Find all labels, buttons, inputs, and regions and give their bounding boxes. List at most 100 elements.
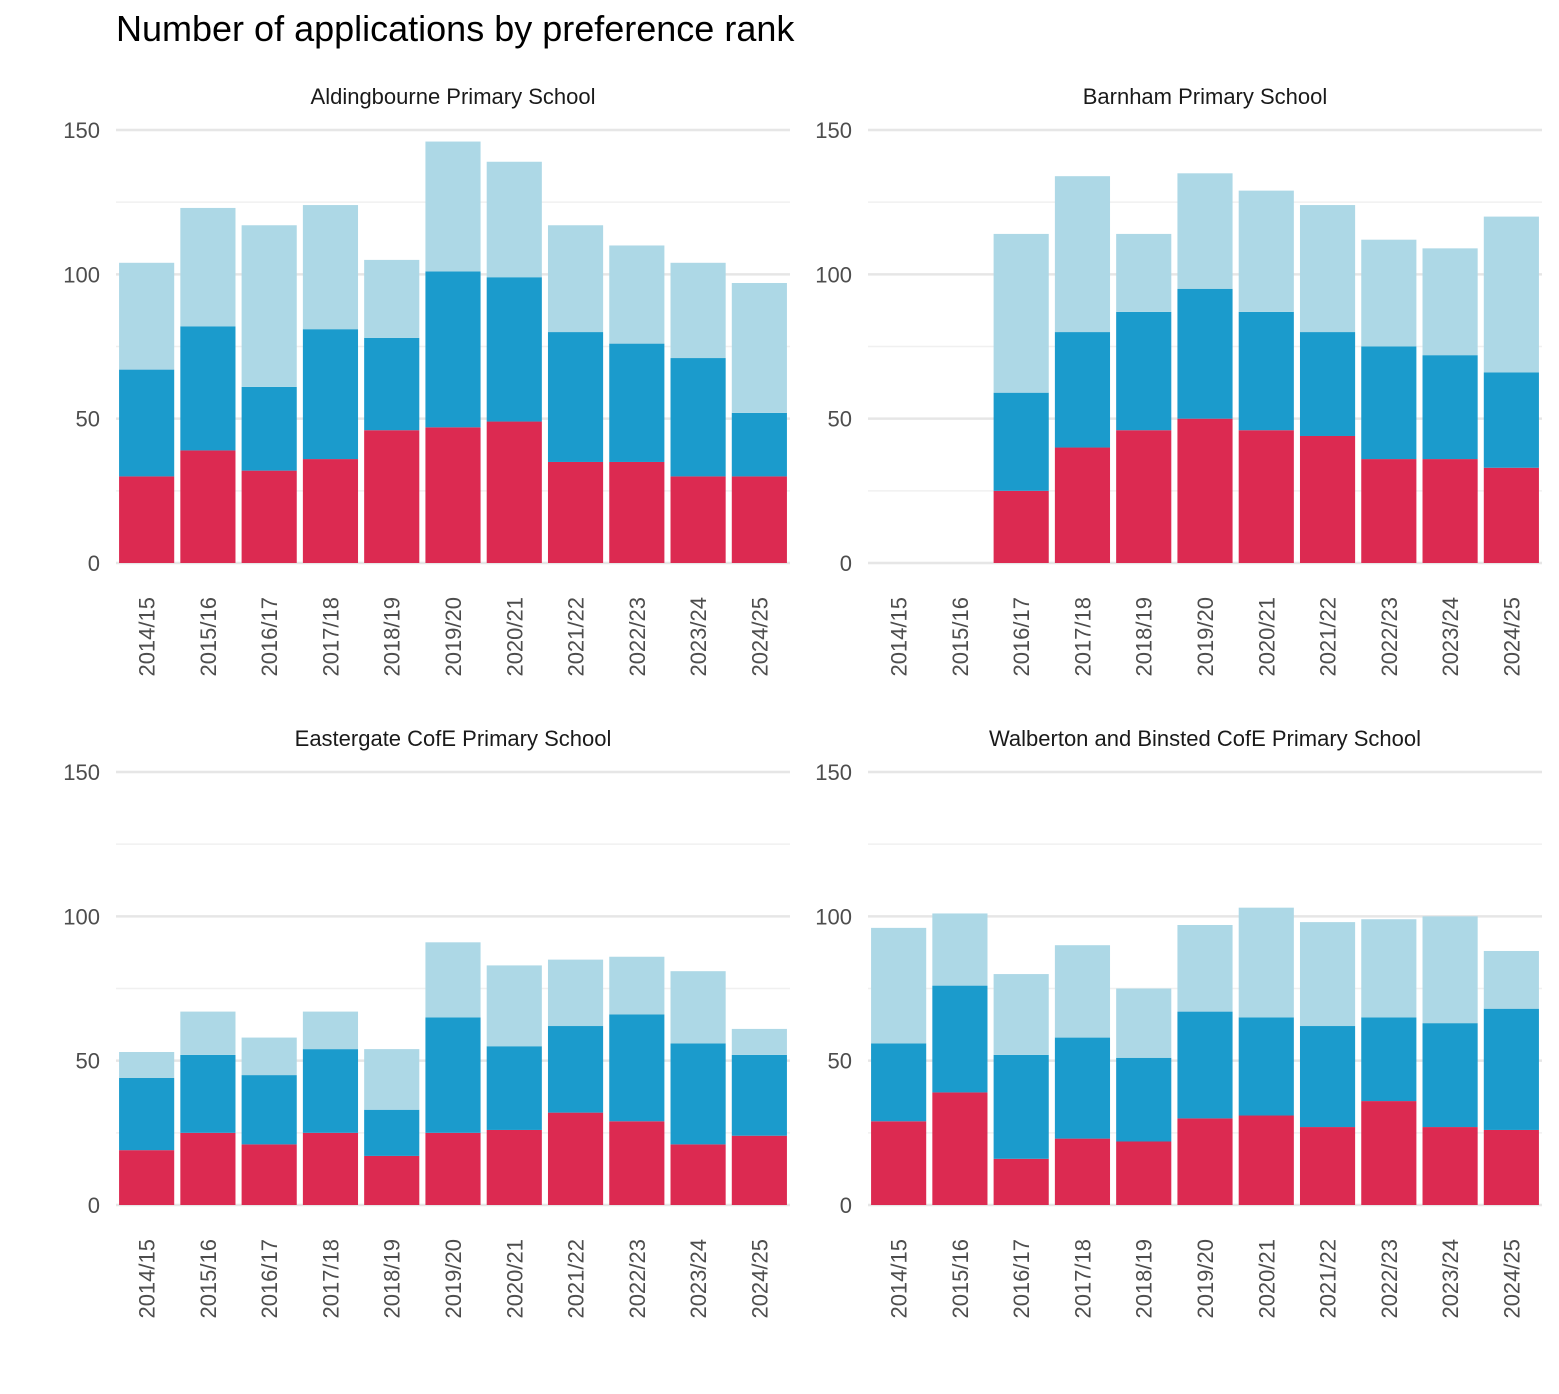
x-tick-label: 2022/23 xyxy=(1377,1239,1402,1319)
bar-segment-third xyxy=(119,262,175,370)
x-tick-label: 2017/18 xyxy=(1070,1239,1095,1319)
bar-segment-third xyxy=(871,927,927,1044)
bar-segment-second xyxy=(180,1054,236,1133)
x-tick-label: 2024/25 xyxy=(747,1239,772,1319)
bar-segment-first xyxy=(1238,1115,1294,1205)
bar-segment-first xyxy=(1299,1127,1356,1205)
bar-segment-second xyxy=(1054,1037,1111,1139)
bar-segment-first xyxy=(119,476,175,563)
bar-segment-second xyxy=(1116,1057,1172,1142)
x-tick-label: 2017/18 xyxy=(1070,597,1095,677)
x-tick-label: 2019/20 xyxy=(1193,597,1218,677)
bar-segment-first xyxy=(364,430,420,563)
facet-panel: 0 50 100 150 Walberton and Binsted CofE Prim… xyxy=(815,726,1542,1319)
bar-segment-third xyxy=(180,1011,236,1055)
bar-segment-second xyxy=(993,392,1049,491)
y-tick-label: 150 xyxy=(63,760,100,785)
bar-segment-second xyxy=(1422,355,1478,460)
y-tick-label: 0 xyxy=(840,1193,852,1218)
x-tick-label: 2022/23 xyxy=(1377,597,1402,677)
bar-segment-first xyxy=(302,459,359,563)
bar-segment-second xyxy=(364,1109,420,1156)
bar-segment-first xyxy=(1116,430,1172,563)
bar-segment-first xyxy=(486,1129,542,1205)
facet-panel: 0 50 100 150 Aldingbourne Primary School 2014… xyxy=(63,84,790,677)
bar-segment-first xyxy=(670,476,726,563)
x-tick-label: 2015/16 xyxy=(196,1239,221,1319)
bar-segment-first xyxy=(425,427,481,563)
x-tick-label: 2023/24 xyxy=(686,1239,711,1319)
chart-title: Number of applications by preference ran… xyxy=(116,8,795,49)
bar-segment-first xyxy=(609,1121,665,1205)
bar-segment-third xyxy=(609,245,665,344)
bar-segment-third xyxy=(932,913,988,986)
bar-segment-third xyxy=(302,205,359,330)
bar-segment-second xyxy=(241,386,297,471)
x-tick-label: 2016/17 xyxy=(1009,1239,1034,1319)
bar-segment-first xyxy=(1422,1127,1478,1205)
bar-segment-third xyxy=(486,161,542,278)
bar-segment-third xyxy=(547,959,604,1027)
bar-segment-second xyxy=(241,1075,297,1145)
bar-segment-second xyxy=(364,337,420,431)
bar-segment-third xyxy=(993,233,1049,393)
bar-segment-third xyxy=(180,207,236,327)
y-tick-label: 150 xyxy=(815,760,852,785)
bar-segment-third xyxy=(1361,239,1417,347)
bar-segment-first xyxy=(1054,447,1111,563)
bar-segment-second xyxy=(302,1049,359,1133)
bar-segment-second xyxy=(1422,1023,1478,1128)
bar-segment-first xyxy=(1177,1118,1233,1205)
bar-segment-first xyxy=(1361,459,1417,563)
bar-segment-third xyxy=(1177,173,1233,289)
x-tick-label: 2019/20 xyxy=(441,597,466,677)
bar-segment-first xyxy=(425,1132,481,1205)
bar-segment-second xyxy=(670,1043,726,1145)
x-tick-label: 2014/15 xyxy=(887,597,912,677)
x-tick-label: 2020/21 xyxy=(1254,597,1279,677)
bar-segment-first xyxy=(119,1150,175,1205)
x-tick-label: 2018/19 xyxy=(1132,597,1157,677)
x-tick-label: 2018/19 xyxy=(380,597,405,677)
bar-segment-first xyxy=(486,421,542,563)
bar-segment-third xyxy=(1299,205,1356,333)
bar-segment-first xyxy=(1177,418,1233,563)
x-tick-label: 2015/16 xyxy=(948,1239,973,1319)
bar-segment-second xyxy=(547,332,604,462)
bar-segment-first xyxy=(1483,467,1539,563)
bar-segment-third xyxy=(1054,945,1111,1038)
bar-segment-third xyxy=(547,225,604,333)
bar-segment-third xyxy=(1299,922,1356,1027)
x-tick-label: 2015/16 xyxy=(196,597,221,677)
bar-segment-second xyxy=(486,277,542,422)
bar-segment-second xyxy=(119,1077,175,1151)
x-tick-label: 2016/17 xyxy=(257,597,282,677)
x-tick-label: 2017/18 xyxy=(318,1239,343,1319)
bar-segment-first xyxy=(1299,435,1356,563)
x-tick-label: 2022/23 xyxy=(625,1239,650,1319)
bar-segment-second xyxy=(425,1017,481,1133)
bar-segment-third xyxy=(1177,924,1233,1012)
y-tick-label: 50 xyxy=(828,407,852,432)
bar-segment-second xyxy=(609,1014,665,1122)
bar-segment-first xyxy=(609,461,665,563)
bar-segment-third xyxy=(670,971,726,1044)
x-tick-label: 2021/22 xyxy=(564,1239,589,1319)
bar-segment-first xyxy=(241,470,297,563)
bar-segment-second xyxy=(486,1046,542,1130)
bar-segment-first xyxy=(547,461,604,563)
bar-segment-second xyxy=(180,326,236,451)
bar-segment-third xyxy=(1422,916,1478,1024)
bar-segment-first xyxy=(364,1155,420,1205)
bar-segment-third xyxy=(364,1049,420,1110)
bar-segment-third xyxy=(119,1052,175,1078)
bar-segment-third xyxy=(670,262,726,359)
y-tick-label: 50 xyxy=(76,1049,100,1074)
bar-segment-second xyxy=(1054,332,1111,448)
bar-segment-third xyxy=(1116,988,1172,1058)
bar-segment-third xyxy=(425,942,481,1018)
bar-segment-second xyxy=(1116,311,1172,431)
bar-segment-second xyxy=(1361,1017,1417,1102)
x-tick-label: 2021/22 xyxy=(1316,1239,1341,1319)
bar-segment-second xyxy=(425,271,481,428)
